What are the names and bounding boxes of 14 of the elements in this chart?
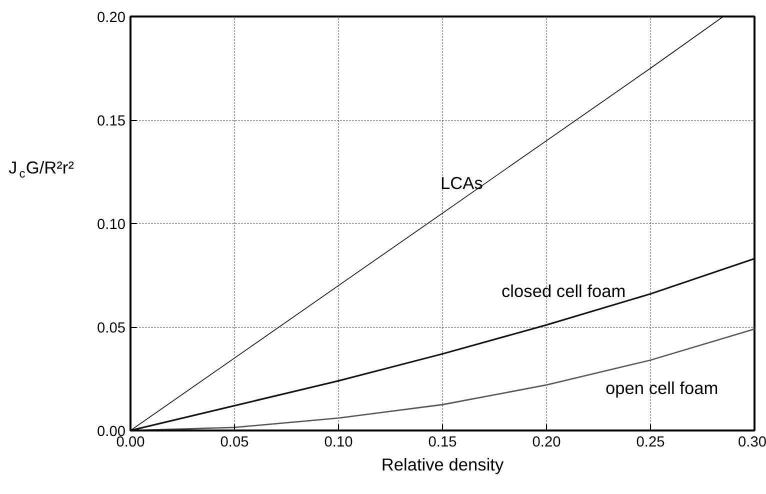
- y-tick-label: 0.15: [96, 114, 126, 130]
- y-tick-label: 0.10: [96, 217, 126, 233]
- series-label: closed cell foam: [502, 280, 626, 301]
- y-tick-label: 0.05: [96, 320, 126, 336]
- x-tick-label: 0.25: [636, 434, 665, 450]
- y-tick-label: 0.20: [96, 10, 126, 26]
- x-tick-label: 0.30: [738, 434, 766, 450]
- series-label: open cell foam: [606, 378, 718, 398]
- x-tick-label: 0.20: [532, 434, 561, 450]
- x-tick-label: 0.05: [220, 434, 249, 450]
- x-tick-label: 0.10: [324, 434, 353, 450]
- x-tick-label: 0.15: [428, 434, 457, 450]
- series-label: LCAs: [440, 173, 484, 194]
- x-axis-title: Relative density: [381, 454, 504, 474]
